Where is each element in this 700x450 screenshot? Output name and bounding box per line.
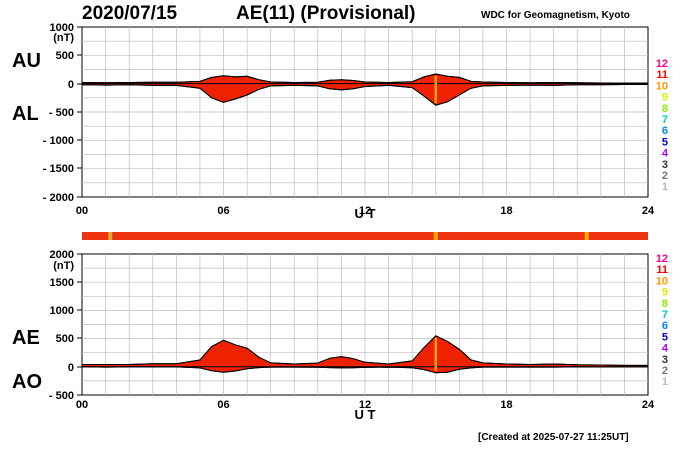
- chart-date: 2020/07/15: [82, 3, 178, 24]
- series-line-au: [81, 73, 648, 84]
- y-tick-label: (nT): [53, 260, 74, 272]
- station-count-label: 3: [662, 159, 668, 171]
- station-count-label: 12: [656, 58, 668, 70]
- station-change-mark: [434, 76, 437, 104]
- station-availability-mark: [433, 232, 438, 240]
- y-tick-label: 500: [56, 50, 74, 62]
- y-tick-label: 2000: [50, 249, 74, 261]
- x-tick-label: 06: [217, 205, 229, 217]
- series-line-ae: [82, 335, 648, 366]
- station-count-label: 1: [662, 181, 668, 193]
- station-count-label: 2: [662, 170, 668, 182]
- y-tick-label: 1000: [50, 22, 74, 34]
- station-count-label: 6: [662, 320, 668, 332]
- x-tick-label: 18: [500, 205, 512, 217]
- ao-label: AO: [12, 371, 42, 393]
- x-tick-label: 00: [76, 205, 88, 217]
- station-availability-mark: [584, 232, 589, 240]
- station-count-label: 7: [662, 114, 668, 126]
- station-count-label: 5: [662, 136, 668, 148]
- x-tick-label: 06: [217, 399, 229, 411]
- station-count-label: 5: [662, 331, 668, 343]
- x-tick-label: 24: [642, 205, 655, 217]
- y-tick-label: - 500: [49, 390, 74, 402]
- station-availability-bar: [82, 232, 648, 240]
- station-availability-mark: [108, 232, 113, 240]
- y-tick-label: - 500: [49, 107, 74, 119]
- created-timestamp: [Created at 2025-07-27 11:25UT]: [478, 432, 629, 443]
- station-count-label: 2: [662, 365, 668, 377]
- x-tick-label: 12: [359, 399, 371, 411]
- station-count-label: 8: [662, 298, 668, 310]
- station-count-label: 3: [662, 354, 668, 366]
- data-source: WDC for Geomagnetism, Kyoto: [481, 10, 630, 21]
- station-count-label: 9: [662, 92, 668, 104]
- x-axis-label: U T: [355, 407, 376, 422]
- y-tick-label: 1500: [50, 277, 74, 289]
- x-axis-label: U T: [355, 206, 376, 221]
- y-tick-label: 500: [56, 333, 74, 345]
- al-label: AL: [12, 103, 39, 125]
- x-tick-label: 18: [500, 399, 512, 411]
- station-count-label: 4: [662, 343, 669, 355]
- y-tick-label: 0: [68, 79, 74, 91]
- station-count-label: 8: [662, 103, 668, 115]
- station-count-label: 9: [662, 287, 668, 299]
- station-count-label: 12: [656, 253, 668, 265]
- station-count-label: 4: [662, 148, 669, 160]
- y-tick-label: 1000: [50, 305, 74, 317]
- x-tick-label: 00: [76, 399, 88, 411]
- station-count-label: 6: [662, 125, 668, 137]
- series-line-al: [81, 84, 648, 106]
- station-count-label: 7: [662, 309, 668, 321]
- au-label: AU: [12, 50, 41, 72]
- y-tick-label: 0: [68, 362, 74, 374]
- y-tick-label: - 2000: [43, 192, 74, 204]
- y-tick-label: - 1000: [43, 135, 74, 147]
- chart-title: AE(11) (Provisional): [236, 3, 416, 24]
- station-count-label: 11: [656, 264, 668, 276]
- station-count-label: 11: [656, 69, 668, 81]
- y-tick-label: - 1500: [43, 163, 74, 175]
- y-tick-label: (nT): [53, 32, 74, 44]
- x-tick-label: 12: [359, 205, 371, 217]
- x-tick-label: 24: [642, 399, 655, 411]
- station-count-label: 10: [656, 275, 668, 287]
- ae-label: AE: [12, 327, 40, 349]
- station-count-label: 1: [662, 376, 668, 388]
- station-count-label: 10: [656, 80, 668, 92]
- station-change-mark: [434, 337, 437, 371]
